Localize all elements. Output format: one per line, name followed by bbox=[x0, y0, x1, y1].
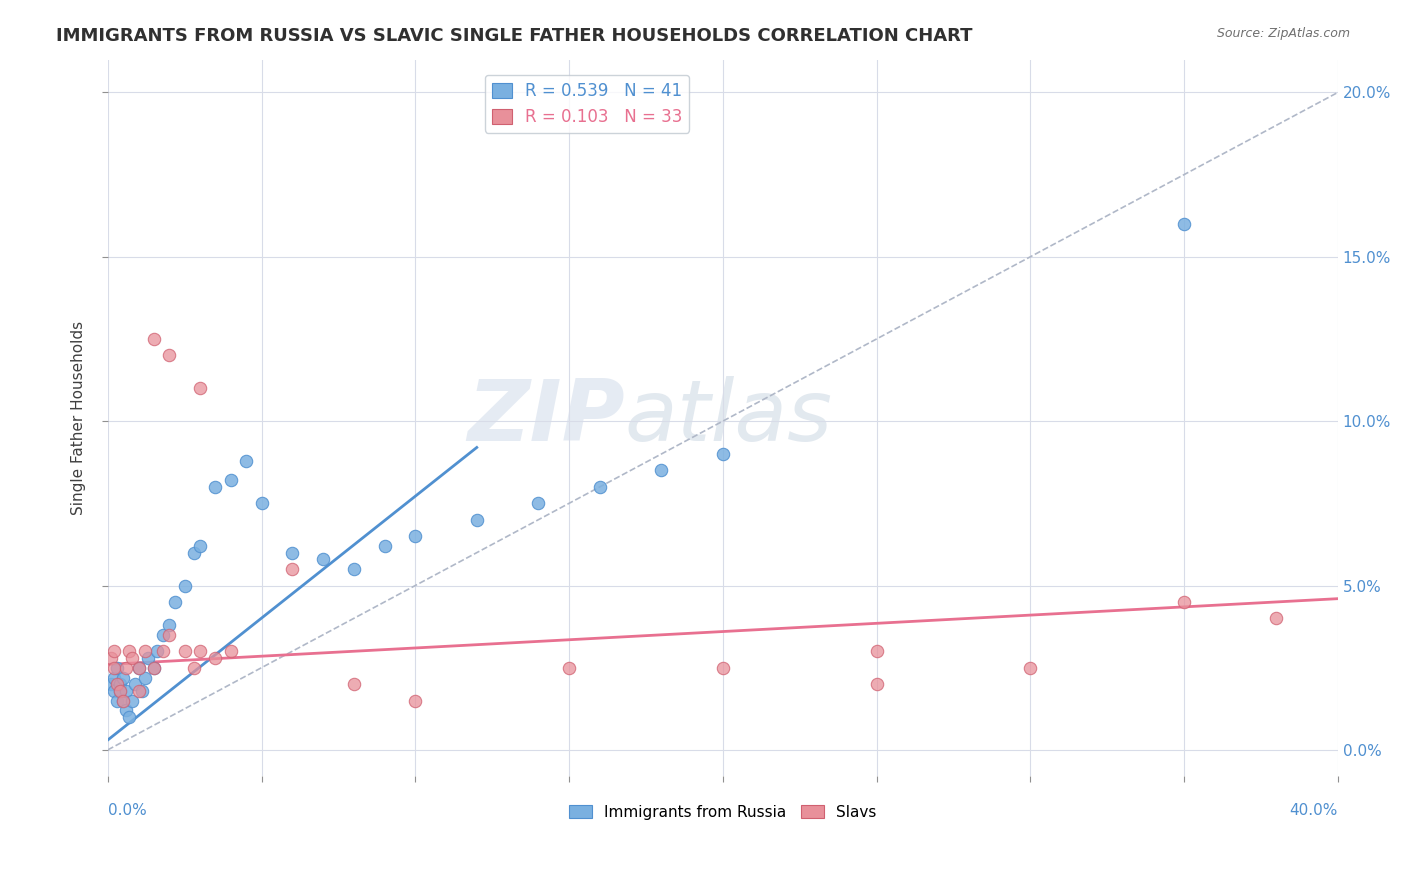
Point bbox=[105, 661, 128, 675]
Point bbox=[136, 650, 159, 665]
Point bbox=[118, 710, 141, 724]
Point bbox=[188, 539, 211, 553]
Point bbox=[142, 332, 165, 346]
Point bbox=[558, 661, 581, 675]
Point bbox=[1173, 595, 1195, 609]
Text: ZIP: ZIP bbox=[467, 376, 624, 459]
Point bbox=[121, 650, 143, 665]
Point bbox=[183, 661, 205, 675]
Point bbox=[165, 595, 187, 609]
Point bbox=[250, 496, 273, 510]
Point bbox=[152, 628, 174, 642]
Point bbox=[121, 693, 143, 707]
Point bbox=[124, 677, 146, 691]
Point bbox=[142, 661, 165, 675]
Point bbox=[112, 693, 135, 707]
Point bbox=[1019, 661, 1042, 675]
Point bbox=[373, 539, 395, 553]
Point bbox=[103, 683, 125, 698]
Point bbox=[103, 644, 125, 658]
Point bbox=[128, 661, 150, 675]
Point bbox=[115, 683, 138, 698]
Point bbox=[465, 513, 488, 527]
Point bbox=[404, 693, 426, 707]
Point bbox=[527, 496, 550, 510]
Text: IMMIGRANTS FROM RUSSIA VS SLAVIC SINGLE FATHER HOUSEHOLDS CORRELATION CHART: IMMIGRANTS FROM RUSSIA VS SLAVIC SINGLE … bbox=[56, 27, 973, 45]
Text: atlas: atlas bbox=[624, 376, 832, 459]
Point bbox=[281, 546, 304, 560]
Point bbox=[865, 644, 887, 658]
Point bbox=[281, 562, 304, 576]
Point bbox=[343, 677, 366, 691]
Point bbox=[219, 644, 242, 658]
Point bbox=[589, 480, 612, 494]
Point bbox=[343, 562, 366, 576]
Point bbox=[152, 644, 174, 658]
Point bbox=[188, 644, 211, 658]
Y-axis label: Single Father Households: Single Father Households bbox=[72, 321, 86, 515]
Point bbox=[100, 650, 122, 665]
Point bbox=[1173, 217, 1195, 231]
Text: 40.0%: 40.0% bbox=[1289, 803, 1337, 818]
Point bbox=[1265, 611, 1288, 625]
Point bbox=[142, 661, 165, 675]
Point bbox=[103, 671, 125, 685]
Point bbox=[146, 644, 169, 658]
Legend: Immigrants from Russia, Slavs: Immigrants from Russia, Slavs bbox=[562, 798, 883, 826]
Point bbox=[105, 677, 128, 691]
Point bbox=[128, 661, 150, 675]
Point bbox=[183, 546, 205, 560]
Point bbox=[112, 693, 135, 707]
Point bbox=[404, 529, 426, 543]
Point bbox=[108, 683, 131, 698]
Point bbox=[115, 661, 138, 675]
Point bbox=[865, 677, 887, 691]
Point bbox=[219, 473, 242, 487]
Point bbox=[157, 628, 180, 642]
Point bbox=[235, 453, 257, 467]
Point bbox=[204, 480, 226, 494]
Point bbox=[118, 644, 141, 658]
Point bbox=[157, 618, 180, 632]
Point bbox=[100, 677, 122, 691]
Point bbox=[115, 703, 138, 717]
Text: 0.0%: 0.0% bbox=[108, 803, 146, 818]
Point bbox=[173, 578, 195, 592]
Point bbox=[188, 381, 211, 395]
Point bbox=[204, 650, 226, 665]
Point bbox=[108, 683, 131, 698]
Point bbox=[108, 677, 131, 691]
Point bbox=[131, 683, 153, 698]
Point bbox=[711, 447, 734, 461]
Point bbox=[711, 661, 734, 675]
Point bbox=[112, 671, 135, 685]
Point bbox=[103, 661, 125, 675]
Point bbox=[128, 683, 150, 698]
Point bbox=[312, 552, 335, 566]
Point bbox=[173, 644, 195, 658]
Point bbox=[105, 693, 128, 707]
Text: Source: ZipAtlas.com: Source: ZipAtlas.com bbox=[1216, 27, 1350, 40]
Point bbox=[134, 644, 156, 658]
Point bbox=[157, 348, 180, 362]
Point bbox=[134, 671, 156, 685]
Point bbox=[650, 463, 672, 477]
